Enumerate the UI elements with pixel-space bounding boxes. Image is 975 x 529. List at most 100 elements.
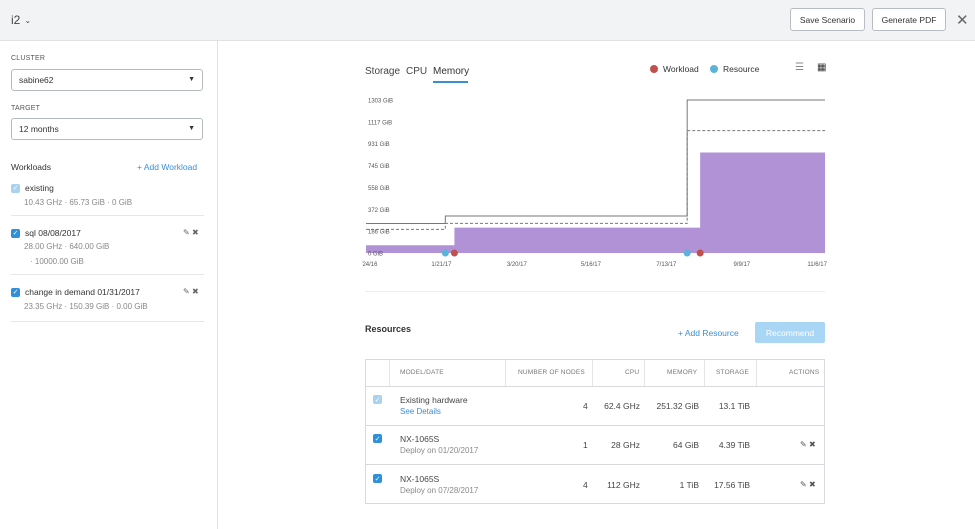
column-divider bbox=[389, 360, 390, 386]
x-tick-label: 7/13/17 bbox=[656, 262, 677, 268]
y-tick-label: 1117 GiB bbox=[368, 120, 392, 126]
column-header-storage: STORAGE bbox=[716, 369, 750, 376]
recommend-button[interactable]: Recommend bbox=[755, 322, 825, 343]
target-value: 12 months bbox=[19, 124, 59, 134]
scenario-title-dropdown[interactable]: i2 ⌄ bbox=[11, 13, 31, 27]
resource-nodes: 4 bbox=[583, 480, 588, 490]
legend-resource-label: Resource bbox=[723, 64, 760, 74]
threshold-line bbox=[366, 130, 825, 230]
resource-deploy-date: Deploy on 01/20/2017 bbox=[400, 446, 479, 455]
row-actions: ✎ ✖ bbox=[800, 440, 816, 449]
add-workload-link[interactable]: + Add Workload bbox=[137, 162, 198, 172]
chevron-down-icon: ⌄ bbox=[24, 16, 32, 25]
workload-details: 28.00 GHz · 640.00 GiB bbox=[24, 242, 110, 251]
list-view-icon[interactable]: ☰ bbox=[795, 62, 804, 73]
y-tick-label: 372 GiB bbox=[368, 208, 390, 214]
workload-area bbox=[366, 152, 825, 253]
resource-line bbox=[366, 99, 825, 225]
resource-storage: 17.56 TiB bbox=[714, 480, 750, 490]
delete-icon[interactable]: ✖ bbox=[191, 287, 199, 296]
resource-checkbox[interactable]: ✓ bbox=[373, 434, 382, 443]
column-header-model: MODEL/DATE bbox=[400, 369, 444, 376]
column-divider bbox=[756, 360, 757, 386]
workload-marker bbox=[450, 249, 458, 257]
grid-view-icon[interactable]: ▦ bbox=[817, 62, 827, 73]
workload-title: change in demand bbox=[25, 287, 95, 297]
divider bbox=[11, 274, 204, 275]
divider bbox=[366, 386, 824, 387]
resource-model: NX-1065S bbox=[400, 434, 440, 444]
resource-cpu: 28 GHz bbox=[611, 440, 640, 450]
target-label: TARGET bbox=[11, 105, 41, 112]
workload-details: 23.35 GHz · 150.39 GiB · 0.00 GiB bbox=[24, 302, 148, 311]
delete-icon[interactable]: ✖ bbox=[808, 440, 816, 449]
divider bbox=[366, 425, 824, 426]
tab-cpu[interactable]: CPU bbox=[406, 66, 428, 77]
tab-storage[interactable]: Storage bbox=[365, 66, 401, 77]
workload-checkbox[interactable]: ✓ bbox=[11, 228, 20, 238]
workload-marker bbox=[696, 249, 704, 257]
workload-date: 08/08/2017 bbox=[38, 228, 81, 238]
column-divider bbox=[644, 360, 645, 386]
column-header-actions: ACTIONS bbox=[789, 369, 820, 376]
resource-model: NX-1065S bbox=[400, 474, 440, 484]
y-tick-label: 558 GiB bbox=[368, 186, 390, 192]
legend-workload: Workload bbox=[650, 64, 699, 74]
delete-icon[interactable]: ✖ bbox=[191, 228, 199, 237]
resource-deploy-date: Deploy on 07/28/2017 bbox=[400, 486, 479, 495]
resource-cpu: 112 GHz bbox=[607, 480, 640, 490]
save-scenario-button[interactable]: Save Scenario bbox=[790, 8, 865, 31]
workload-checkbox[interactable]: ✓ bbox=[11, 183, 20, 193]
top-bar: i2 ⌄ Save Scenario Generate PDF ✕ bbox=[0, 0, 975, 41]
resource-marker bbox=[441, 249, 449, 257]
workload-item-existing: ✓ existing bbox=[11, 183, 54, 193]
see-details-link[interactable]: See Details bbox=[400, 407, 441, 416]
tab-memory[interactable]: Memory bbox=[433, 66, 470, 77]
x-tick-label: 11/24/16 bbox=[362, 262, 378, 268]
x-tick-label: 5/16/17 bbox=[581, 262, 602, 268]
workload-title: sql bbox=[25, 228, 36, 238]
resource-nodes: 4 bbox=[583, 401, 588, 411]
resources-table: MODEL/DATE NUMBER OF NODES CPU MEMORY ST… bbox=[365, 359, 825, 504]
edit-icon[interactable]: ✎ bbox=[800, 440, 807, 449]
generate-pdf-button[interactable]: Generate PDF bbox=[872, 8, 946, 31]
workload-checkbox[interactable]: ✓ bbox=[11, 287, 20, 297]
close-icon[interactable]: ✕ bbox=[956, 12, 969, 29]
active-tab-indicator bbox=[433, 81, 468, 83]
resource-dot-icon bbox=[710, 65, 718, 73]
column-header-cpu: CPU bbox=[625, 369, 640, 376]
x-tick-label: 1/21/17 bbox=[431, 262, 452, 268]
workload-details: 10.43 GHz · 65.73 GiB · 0 GiB bbox=[24, 198, 133, 207]
divider bbox=[365, 291, 825, 292]
y-tick-label: 931 GiB bbox=[368, 142, 390, 148]
legend-workload-label: Workload bbox=[663, 64, 699, 74]
add-resource-link[interactable]: + Add Resource bbox=[678, 328, 739, 338]
x-tick-label: 9/9/17 bbox=[733, 262, 750, 268]
resource-memory: 64 GiB bbox=[673, 440, 699, 450]
x-tick-label: 3/20/17 bbox=[507, 262, 528, 268]
column-divider bbox=[592, 360, 593, 386]
divider bbox=[366, 464, 824, 465]
workload-actions: ✎ ✖ bbox=[183, 228, 199, 237]
y-tick-label: 1303 GiB bbox=[368, 99, 393, 105]
cluster-select[interactable]: sabine62 ▼ bbox=[11, 69, 203, 91]
resource-model: Existing hardware bbox=[400, 395, 468, 405]
resource-cpu: 62.4 GHz bbox=[604, 401, 640, 411]
target-select[interactable]: 12 months ▼ bbox=[11, 118, 203, 140]
resource-checkbox[interactable]: ✓ bbox=[373, 395, 382, 404]
workload-item-sql: ✓ sql 08/08/2017 bbox=[11, 228, 81, 238]
delete-icon[interactable]: ✖ bbox=[808, 480, 816, 489]
edit-icon[interactable]: ✎ bbox=[183, 228, 190, 237]
scenario-title: i2 bbox=[11, 13, 21, 27]
edit-icon[interactable]: ✎ bbox=[183, 287, 190, 296]
chevron-down-icon: ▼ bbox=[188, 125, 195, 132]
chevron-down-icon: ▼ bbox=[188, 76, 195, 83]
y-tick-label: 186 GiB bbox=[368, 230, 390, 236]
resource-checkbox[interactable]: ✓ bbox=[373, 474, 382, 483]
y-tick-label: 0 GiB bbox=[368, 252, 383, 258]
cluster-value: sabine62 bbox=[19, 75, 54, 85]
edit-icon[interactable]: ✎ bbox=[800, 480, 807, 489]
workload-details-extra: · 10000.00 GiB bbox=[30, 257, 84, 266]
resource-storage: 4.39 TiB bbox=[718, 440, 750, 450]
workload-item-change-in-demand: ✓ change in demand 01/31/2017 bbox=[11, 287, 140, 297]
